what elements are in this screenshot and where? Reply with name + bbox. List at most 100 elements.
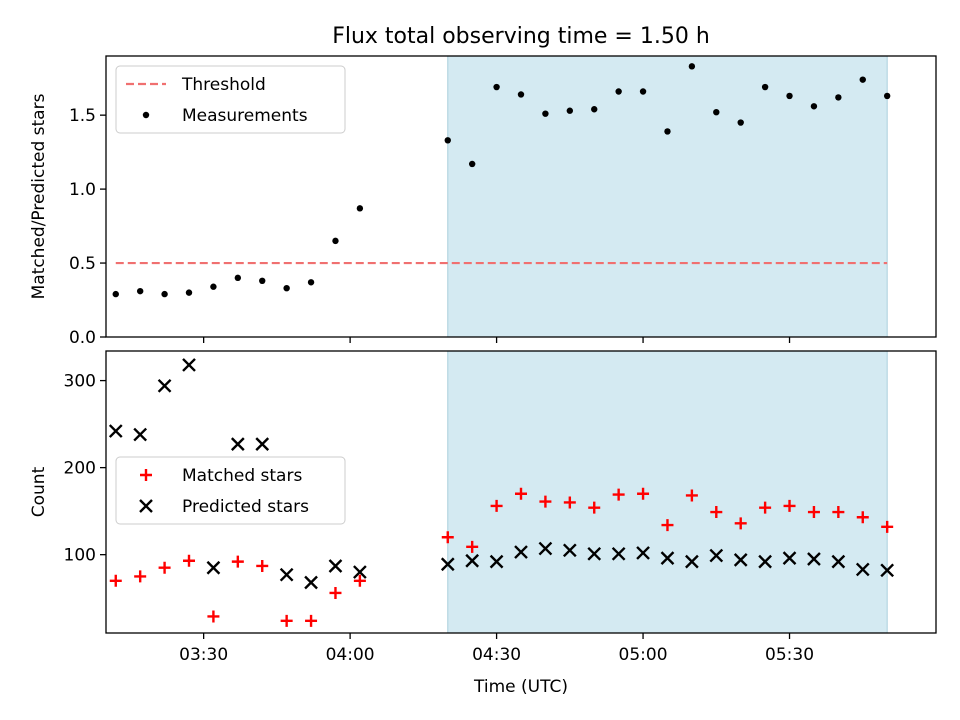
y-tick-label: 100 [64, 546, 96, 566]
measurement-point [737, 119, 744, 126]
x-tick-label: 04:00 [326, 645, 375, 665]
matched-point [856, 511, 869, 524]
matched-point [207, 610, 220, 623]
y-axis-label: Matched/Predicted stars [29, 93, 49, 299]
y-tick-label: 1.0 [69, 180, 96, 200]
matched-point [612, 488, 625, 501]
matched-point [881, 520, 894, 533]
predicted-point [611, 546, 626, 561]
matched-point [759, 501, 772, 514]
measurement-point [591, 106, 598, 113]
measurement-point [566, 107, 574, 114]
predicted-point [831, 554, 846, 569]
legend-predicted-marker [139, 499, 153, 513]
measurement-point [493, 83, 500, 91]
legend: Matched stars Predicted stars [115, 456, 346, 525]
measurement-point [356, 205, 364, 212]
matched-point [158, 561, 171, 574]
legend-measurement-marker [142, 111, 150, 119]
legend-box [115, 65, 346, 134]
predicted-point [157, 378, 172, 393]
matched-point [256, 559, 269, 572]
predicted-point [709, 548, 724, 563]
x-tick-label: 04:30 [472, 645, 521, 665]
x-tick-label: 03:30 [179, 645, 228, 665]
axes-frame [105, 350, 937, 634]
predicted-point [807, 552, 821, 566]
measurement-point [786, 92, 793, 100]
predicted-point [685, 554, 699, 569]
measurement-point [185, 289, 193, 296]
matched-point [280, 614, 293, 627]
measurement-point [283, 284, 290, 292]
measurement-point [112, 290, 119, 298]
matched-point [734, 517, 747, 530]
matched-point [661, 519, 674, 532]
predicted-point [782, 551, 797, 565]
predicted-point [279, 567, 294, 582]
legend-matched-marker [140, 469, 152, 481]
predicted-point [182, 358, 196, 372]
measurement-point [542, 110, 549, 117]
measurement-point [307, 279, 315, 286]
predicted-point [636, 546, 650, 560]
measurement-point [444, 137, 451, 144]
predicted-point [304, 575, 318, 590]
predicted-point [230, 437, 245, 451]
matched-point [563, 496, 576, 509]
y-tick-label: 0.5 [69, 254, 96, 274]
predicted-point [855, 562, 870, 577]
predicted-point [206, 560, 221, 575]
x-axis-label: Time (UTC) [473, 677, 568, 697]
measurement-point [210, 283, 217, 290]
measurement-point [332, 237, 339, 245]
measurement-point [468, 160, 476, 168]
matched-point [685, 489, 698, 502]
measurement-point [259, 277, 266, 284]
measurement-point [136, 287, 144, 295]
matched-point [305, 614, 318, 627]
legend: Threshold Measurements [115, 65, 346, 134]
measurement-point [664, 128, 671, 135]
matched-point [832, 506, 845, 519]
measurement-point [639, 88, 647, 95]
y-tick-label: 0.0 [69, 328, 96, 348]
predicted-point [514, 545, 528, 559]
panel-1: 0.0 0.5 1.0 1.5 Matched/Predicted stars Thres… [29, 55, 937, 348]
predicted-point [465, 553, 480, 568]
legend-label: Measurements [182, 106, 308, 126]
shaded-region [447, 55, 888, 338]
matched-point [353, 574, 366, 587]
y-tick-label: 1.5 [69, 106, 96, 126]
matched-point [466, 540, 479, 553]
shaded-region [447, 350, 888, 634]
measurement-point [234, 274, 242, 282]
measurement-point [615, 88, 622, 95]
predicted-point [353, 565, 367, 579]
predicted-point [255, 437, 270, 451]
legend-label: Matched stars [182, 466, 302, 486]
panel-2: 100 200 300 03:30 04:00 04:30 05:00 05:30 Count T… [29, 350, 937, 697]
measurement-point [517, 91, 525, 98]
legend-label: Predicted stars [182, 497, 309, 517]
predicted-point [538, 541, 553, 556]
matched-point [109, 574, 122, 587]
measurement-point [161, 290, 168, 298]
matched-point [490, 499, 503, 512]
measurement-point [713, 109, 720, 116]
axes-frame [105, 55, 937, 338]
predicted-point [440, 557, 455, 572]
legend-box [115, 456, 346, 525]
measurement-point [810, 103, 818, 110]
matched-point [515, 487, 527, 500]
measurement-point [835, 94, 842, 101]
matched-point [134, 570, 147, 583]
matched-point [231, 555, 244, 568]
predicted-point [562, 543, 577, 558]
measurement-point [859, 76, 866, 83]
legend-label: Threshold [181, 75, 266, 95]
y-tick-label: 200 [64, 459, 96, 479]
predicted-point [328, 559, 343, 573]
matched-point [807, 506, 820, 519]
